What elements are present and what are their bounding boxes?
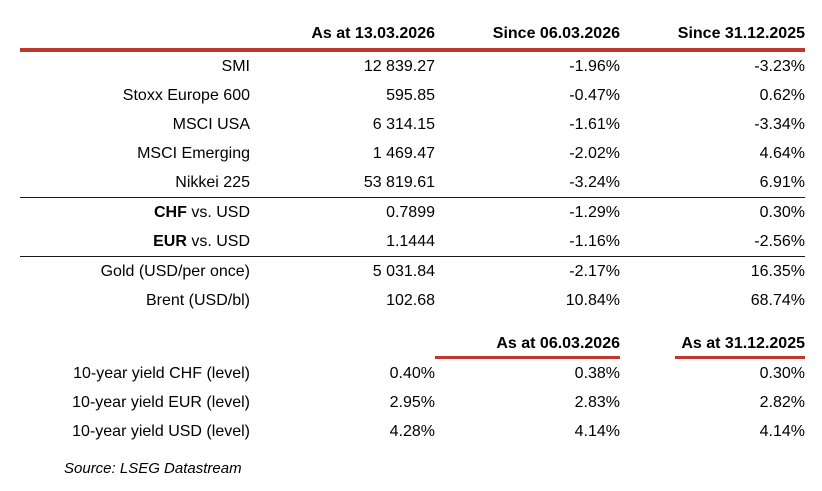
value-cell: 53 819.61 <box>250 168 435 198</box>
row-label: MSCI Emerging <box>20 139 250 168</box>
row-label: Brent (USD/bl) <box>20 286 250 315</box>
value-cell: -2.56% <box>620 227 805 257</box>
row-label: MSCI USA <box>20 110 250 139</box>
value-cell: 10.84% <box>565 291 620 309</box>
row-label: EUR vs. USD <box>20 227 250 257</box>
row-label-text: SMI <box>221 57 250 75</box>
value-cell: -2.17% <box>569 262 620 280</box>
value-cell: 0.62% <box>759 86 805 104</box>
row-label-text: 10-year yield CHF (level) <box>73 364 250 382</box>
value-cell: 2.83% <box>574 393 620 411</box>
value-cell: 6.91% <box>620 168 805 198</box>
yield-table-header-row: As at 06.03.2026 As at 31.12.2025 <box>20 333 805 359</box>
table-row-smi: SMI 12 839.27 -1.96% -3.23% <box>20 50 805 81</box>
row-label-bold: CHF <box>153 203 187 221</box>
row-label-text: Stoxx Europe 600 <box>122 86 250 104</box>
row-label-text: vs. USD <box>186 203 250 221</box>
column-header-asat-31-12-2025: As at 31.12.2025 <box>620 333 805 359</box>
corner-cell <box>20 17 250 52</box>
row-label-text: MSCI USA <box>172 115 250 133</box>
value-cell: 12 839.27 <box>363 57 435 75</box>
value-cell: 4.28% <box>389 422 435 440</box>
value-cell: 1 469.47 <box>372 144 435 162</box>
value-cell: -0.47% <box>569 86 620 104</box>
row-label-text: Brent (USD/bl) <box>145 291 250 309</box>
value-cell: 595.85 <box>386 86 435 104</box>
table-row-stoxx-europe-600: Stoxx Europe 600 595.85 -0.47% 0.62% <box>20 81 805 110</box>
value-cell: -3.23% <box>754 57 805 75</box>
empty-cell <box>250 333 435 359</box>
column-header-since-31-12-2025: Since 31.12.2025 <box>620 17 805 52</box>
table-row-10y-yield-eur: 10-year yield EUR (level) 2.95% 2.83% 2.… <box>20 388 805 417</box>
value-cell: -1.96% <box>569 57 620 75</box>
column-header-asat-06-03-2026: As at 06.03.2026 <box>435 333 620 359</box>
row-label: 10-year yield CHF (level) <box>20 359 250 388</box>
yield-table: As at 06.03.2026 As at 31.12.2025 10-yea… <box>20 333 805 446</box>
value-cell: 0.7899 <box>386 203 435 221</box>
column-header-asat-13-03-2026: As at 13.03.2026 <box>250 17 435 52</box>
table-row-msci-usa: MSCI USA 6 314.15 -1.61% -3.34% <box>20 110 805 139</box>
value-cell: -1.61% <box>569 115 620 133</box>
market-table-header-row: As at 13.03.2026 Since 06.03.2026 Since … <box>20 17 805 52</box>
row-label-bold: EUR <box>153 232 187 250</box>
value-cell: 2.95% <box>389 393 435 411</box>
value-cell: 5 031.84 <box>372 262 435 280</box>
value-cell: 68.74% <box>750 291 805 309</box>
source-note: Source: LSEG Datastream <box>64 460 242 477</box>
row-label-text: Nikkei 225 <box>175 173 250 191</box>
row-label: CHF vs. USD <box>20 198 250 228</box>
value-cell: -1.16% <box>435 227 620 257</box>
row-label: 10-year yield USD (level) <box>20 417 250 446</box>
report-table-panel: As at 13.03.2026 Since 06.03.2026 Since … <box>20 17 822 477</box>
value-cell: 0.40% <box>389 364 435 382</box>
value-cell: 0.30% <box>759 364 805 382</box>
value-cell: 0.38% <box>574 364 620 382</box>
value-cell: 4.64% <box>759 144 805 162</box>
value-cell: 2.82% <box>759 393 805 411</box>
value-cell: 0.30% <box>759 203 805 221</box>
value-cell: 4.14% <box>574 422 620 440</box>
row-label-text: 10-year yield EUR (level) <box>72 393 250 411</box>
empty-cell <box>20 333 250 359</box>
value-cell: -1.29% <box>569 203 620 221</box>
table-row-chf-vs-usd: CHF vs. USD 0.7899 -1.29% 0.30% <box>20 198 805 228</box>
table-row-msci-emerging: MSCI Emerging 1 469.47 -2.02% 4.64% <box>20 139 805 168</box>
market-table: As at 13.03.2026 Since 06.03.2026 Since … <box>20 17 805 315</box>
value-cell: -3.34% <box>754 115 805 133</box>
table-row-gold: Gold (USD/per once) 5 031.84 -2.17% 16.3… <box>20 257 805 287</box>
table-row-nikkei-225: Nikkei 225 53 819.61 -3.24% 6.91% <box>20 168 805 198</box>
column-header-text: As at 31.12.2025 <box>675 335 805 359</box>
row-label-text: Gold (USD/per once) <box>100 262 250 280</box>
value-cell: -2.02% <box>569 144 620 162</box>
row-label-text: 10-year yield USD (level) <box>72 422 250 440</box>
row-label: Gold (USD/per once) <box>20 257 250 287</box>
row-label: Nikkei 225 <box>20 168 250 198</box>
row-label: SMI <box>20 50 250 81</box>
value-cell: 6 314.15 <box>372 115 435 133</box>
row-label: Stoxx Europe 600 <box>20 81 250 110</box>
table-row-eur-vs-usd: EUR vs. USD 1.1444 -1.16% -2.56% <box>20 227 805 257</box>
section-spacer <box>20 315 822 333</box>
value-cell: 4.14% <box>759 422 805 440</box>
row-label-text: vs. USD <box>186 232 250 250</box>
column-header-since-06-03-2026: Since 06.03.2026 <box>435 17 620 52</box>
value-cell: 16.35% <box>750 262 805 280</box>
value-cell: 1.1444 <box>250 227 435 257</box>
value-cell: -3.24% <box>435 168 620 198</box>
table-row-brent: Brent (USD/bl) 102.68 10.84% 68.74% <box>20 286 805 315</box>
row-label: 10-year yield EUR (level) <box>20 388 250 417</box>
value-cell: 102.68 <box>386 291 435 309</box>
column-header-text: As at 06.03.2026 <box>435 335 620 359</box>
table-row-10y-yield-chf: 10-year yield CHF (level) 0.40% 0.38% 0.… <box>20 359 805 388</box>
row-label-text: MSCI Emerging <box>137 144 250 162</box>
table-row-10y-yield-usd: 10-year yield USD (level) 4.28% 4.14% 4.… <box>20 417 805 446</box>
